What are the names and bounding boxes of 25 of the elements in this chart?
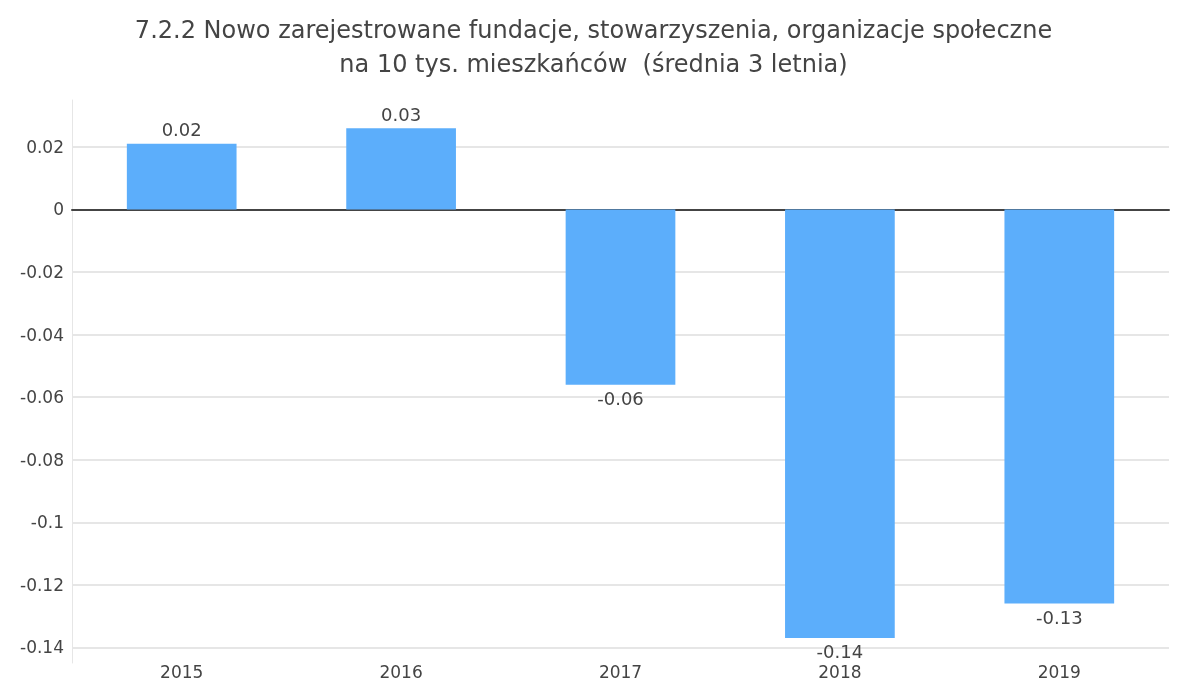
x-tick-label: 2016 (379, 661, 423, 682)
y-tick-label: -0.12 (20, 574, 64, 595)
bar (565, 209, 676, 385)
y-tick-label: -0.02 (20, 262, 64, 283)
y-tick-label: 0 (53, 199, 64, 220)
data-label: 0.03 (381, 103, 422, 125)
bar (346, 128, 456, 210)
y-tick-label: -0.06 (20, 387, 64, 408)
x-tick-label: 2017 (598, 661, 643, 682)
x-tick-label: 2015 (160, 661, 204, 682)
bar (1004, 209, 1115, 604)
y-tick-label: -0.04 (20, 324, 64, 345)
y-tick-label: 0.02 (26, 136, 64, 157)
x-tick-label: 2019 (1037, 661, 1081, 682)
data-label: 0.02 (161, 119, 202, 141)
bar (126, 143, 237, 210)
y-tick-label: -0.1 (30, 512, 64, 533)
x-tick-label: 2018 (818, 661, 862, 682)
bar (785, 209, 895, 638)
y-tick-label: -0.14 (20, 637, 64, 658)
data-label: -0.13 (1036, 607, 1083, 629)
data-label: -0.14 (816, 641, 864, 663)
chart-title: 7.2.2 Nowo zarejestrowane fundacje, stowarzyszenia, organizacje społeczne na 10 tys. mieszkańców (średnia 3 letnia) (134, 16, 1053, 78)
data-label: -0.06 (597, 388, 644, 410)
y-tick-label: -0.08 (20, 449, 64, 470)
